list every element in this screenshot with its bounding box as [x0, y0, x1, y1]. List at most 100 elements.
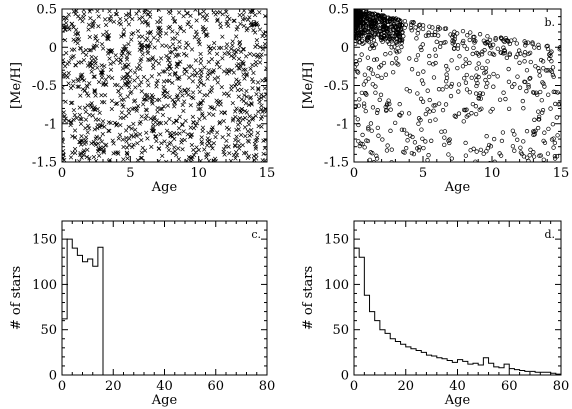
- data-point: [93, 117, 98, 122]
- data-point: [255, 135, 260, 140]
- data-point: [84, 91, 90, 96]
- data-point: [436, 87, 442, 92]
- data-point: [253, 144, 259, 149]
- data-point: [199, 139, 204, 144]
- y-tick-label: 50: [332, 323, 349, 338]
- panel-c: 0 20 40 60 80 0 50 100 150 Age # of stars c.: [9, 220, 275, 408]
- data-point: [356, 139, 361, 144]
- data-point: [214, 51, 220, 57]
- data-point: [257, 44, 263, 50]
- panel-label: d.: [544, 228, 555, 241]
- data-point: [249, 77, 255, 82]
- data-point: [90, 113, 95, 118]
- data-point: [194, 29, 199, 34]
- data-point: [134, 11, 139, 16]
- data-point: [204, 12, 210, 18]
- data-point: [383, 108, 389, 113]
- data-point: [236, 65, 241, 71]
- data-point: [182, 137, 187, 143]
- data-point: [79, 76, 85, 82]
- data-point: [130, 144, 135, 150]
- data-point: [366, 33, 371, 38]
- data-point: [259, 114, 265, 119]
- data-point: [125, 156, 130, 161]
- data-point: [77, 105, 82, 110]
- data-point: [473, 111, 479, 117]
- data-point: [156, 72, 162, 77]
- data-point: [253, 146, 258, 151]
- data-point: [161, 91, 166, 96]
- data-point: [536, 125, 541, 131]
- data-point: [84, 135, 89, 140]
- y-tick-label: -1: [336, 117, 349, 132]
- data-point: [126, 62, 131, 67]
- data-point: [550, 72, 556, 78]
- data-point: [487, 161, 492, 162]
- data-point: [183, 118, 188, 124]
- data-point: [433, 60, 438, 66]
- data-point: [246, 122, 252, 127]
- data-point: [224, 9, 229, 15]
- data-point: [252, 141, 258, 147]
- data-point: [135, 157, 141, 162]
- data-point: [155, 38, 161, 43]
- data-point: [431, 75, 437, 80]
- data-point: [430, 25, 435, 30]
- data-point: [399, 110, 404, 116]
- data-point: [126, 107, 131, 112]
- data-point: [164, 94, 169, 99]
- data-point: [160, 112, 166, 118]
- data-point: [186, 87, 191, 92]
- data-point: [79, 116, 84, 122]
- data-point: [230, 43, 235, 48]
- data-point: [517, 60, 522, 65]
- data-point: [239, 49, 244, 54]
- data-point: [102, 100, 107, 105]
- data-point: [210, 146, 215, 151]
- data-point: [230, 39, 235, 44]
- data-point: [250, 23, 255, 28]
- data-point: [226, 23, 231, 29]
- y-tick-label: 0: [341, 41, 349, 56]
- data-point: [194, 71, 200, 76]
- data-point: [145, 45, 151, 50]
- data-point: [89, 69, 94, 74]
- data-point: [72, 135, 78, 140]
- data-point: [87, 34, 92, 40]
- data-point: [186, 43, 191, 48]
- data-point: [246, 102, 252, 108]
- data-point: [65, 61, 70, 66]
- data-point: [518, 51, 523, 56]
- data-point: [380, 137, 385, 142]
- data-point: [119, 97, 124, 103]
- data-point: [246, 119, 252, 124]
- x-tick-label: 0: [58, 166, 66, 181]
- data-point: [378, 29, 383, 34]
- data-point: [244, 71, 249, 77]
- data-point: [177, 75, 182, 80]
- data-point: [531, 90, 537, 96]
- data-point: [101, 150, 107, 155]
- x-tick-label: 20: [397, 379, 414, 394]
- data-point: [480, 49, 485, 54]
- data-point: [66, 81, 71, 86]
- data-point: [124, 75, 129, 81]
- data-point: [96, 147, 102, 152]
- data-point: [359, 90, 364, 96]
- x-tick-label: 5: [126, 166, 134, 181]
- data-point: [432, 32, 437, 38]
- data-point: [198, 80, 204, 86]
- data-point: [239, 132, 244, 138]
- x-tick-label: 5: [419, 166, 427, 181]
- data-point: [247, 51, 253, 56]
- data-point: [379, 75, 384, 81]
- data-point: [62, 16, 67, 22]
- data-point: [182, 99, 187, 104]
- data-point: [96, 153, 102, 158]
- data-point: [229, 46, 234, 52]
- data-point: [149, 99, 155, 104]
- data-point: [101, 32, 106, 37]
- data-point: [162, 139, 167, 144]
- data-point: [433, 29, 438, 35]
- data-point: [160, 69, 166, 74]
